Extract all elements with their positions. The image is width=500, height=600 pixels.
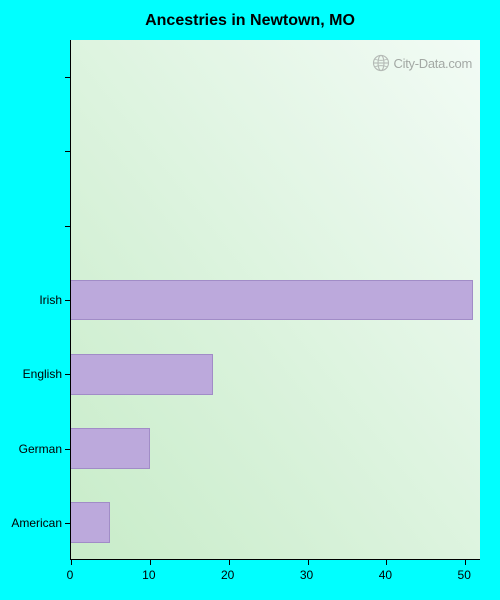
x-tick — [308, 559, 309, 565]
y-label-german: German — [19, 442, 62, 456]
y-label-english: English — [23, 367, 62, 381]
y-tick — [65, 226, 71, 227]
x-label-10: 10 — [142, 568, 155, 582]
x-label-50: 50 — [458, 568, 471, 582]
bar-american — [71, 502, 110, 543]
x-label-40: 40 — [379, 568, 392, 582]
x-label-30: 30 — [300, 568, 313, 582]
x-label-20: 20 — [221, 568, 234, 582]
x-tick — [465, 559, 466, 565]
x-label-0: 0 — [67, 568, 74, 582]
watermark: City-Data.com — [372, 54, 472, 72]
bar-english — [71, 354, 213, 395]
chart-title: Ancestries in Newtown, MO — [0, 12, 500, 30]
y-label-american: American — [11, 516, 62, 530]
watermark-text: City-Data.com — [394, 56, 472, 71]
y-label-irish: Irish — [39, 293, 62, 307]
y-tick — [65, 77, 71, 78]
bar-german — [71, 428, 150, 469]
plot-area — [70, 40, 480, 560]
x-tick — [150, 559, 151, 565]
y-tick — [65, 151, 71, 152]
globe-icon — [372, 54, 390, 72]
x-tick — [229, 559, 230, 565]
bar-irish — [71, 280, 473, 321]
x-tick — [386, 559, 387, 565]
chart-canvas: Ancestries in Newtown, MO City-Data.com … — [0, 0, 500, 600]
x-tick — [71, 559, 72, 565]
